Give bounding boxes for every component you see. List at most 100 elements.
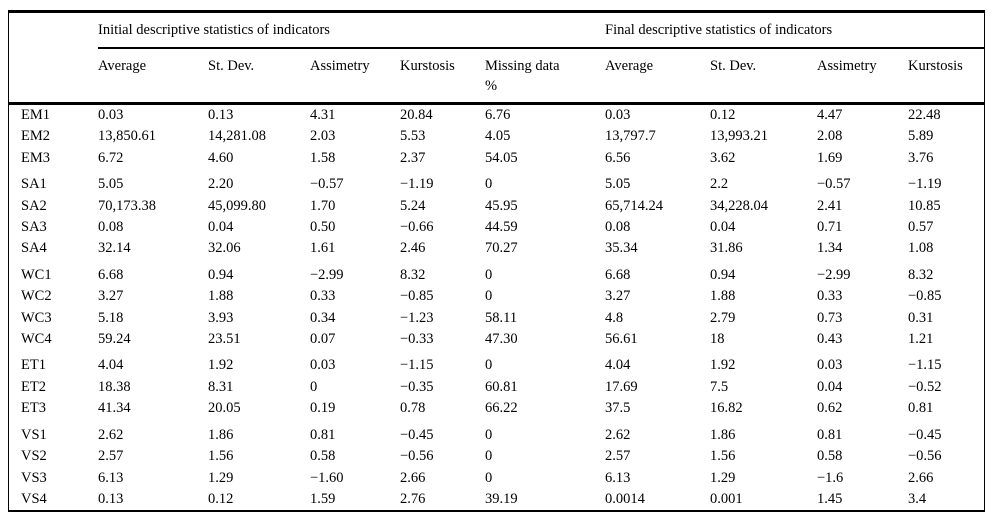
table-cell: 16.82 [710, 400, 743, 417]
table-cell: 0.58 [310, 448, 336, 465]
table-cell: 6.68 [605, 266, 631, 283]
table-cell: 45,099.80 [208, 197, 266, 214]
table-cell: 2.03 [310, 128, 336, 145]
table-cell: 0 [485, 357, 493, 374]
table-cell: 2.57 [98, 448, 124, 465]
table-cell: 3.76 [908, 149, 934, 166]
table-cell: 8.32 [400, 266, 426, 283]
table-cell: 0.0014 [605, 490, 645, 507]
table-cell: 6.68 [98, 266, 124, 283]
table-cell: 2.08 [817, 128, 843, 145]
table-row: VS3 6.13 1.29 −1.60 2.66 0 6.13 1.29 −1.6 2.66 [9, 468, 984, 489]
table-cell: 0 [485, 448, 493, 465]
group-header-row: Initial descriptive statistics of indica… [9, 13, 984, 49]
table-cell: 3.27 [98, 288, 124, 305]
row-label-et1: ET1 [21, 357, 46, 374]
table-cell: 0.08 [98, 219, 124, 236]
table-cell: 0 [485, 469, 493, 486]
table-cell: 4.31 [310, 107, 336, 123]
table-cell: 0.78 [400, 400, 426, 417]
table-cell: −0.85 [908, 288, 942, 305]
table-row: SA3 0.08 0.04 0.50 −0.66 44.59 0.08 0.04 0.71 0.5… [9, 217, 984, 238]
table-row: SA1 5.05 2.20 −0.57 −1.19 0 5.05 2.2 −0.57 −1.19 [9, 169, 984, 195]
table-cell: 6.72 [98, 149, 124, 166]
table-cell: 5.05 [98, 176, 124, 193]
table-cell: 0.50 [310, 219, 336, 236]
table-cell: 47.30 [485, 331, 518, 348]
table-cell: 0.13 [208, 107, 234, 123]
column-header-row: Average St. Dev. Assimetry Kurstosis Mis… [9, 48, 984, 105]
table-cell: 34,228.04 [710, 197, 768, 214]
table-cell: 0.03 [605, 107, 631, 123]
table-row: ET1 4.04 1.92 0.03 −1.15 0 4.04 1.92 0.03 −1.15 [9, 350, 984, 376]
table-cell: 8.31 [208, 378, 234, 395]
table-cell: 0 [310, 378, 318, 395]
col-header-initial-stdev: St. Dev. [208, 48, 310, 105]
row-label-column-header [9, 48, 98, 105]
row-label-em3: EM3 [21, 149, 50, 166]
table-cell: 2.66 [908, 469, 934, 486]
table-cell: 0.73 [817, 309, 843, 326]
table-row: ET2 18.38 8.31 0 −0.35 60.81 17.69 7.5 0.04 −0.52 [9, 377, 984, 398]
table-cell: 0.07 [310, 331, 336, 348]
table-cell: 4.04 [98, 357, 124, 374]
table-cell: 0.33 [817, 288, 843, 305]
table-cell: −1.15 [400, 357, 434, 374]
row-label-column-spacer [9, 13, 98, 48]
table-cell: 1.61 [310, 240, 336, 257]
table-row: EM3 6.72 4.60 1.58 2.37 54.05 6.56 3.62 1.69 3.76 [9, 148, 984, 169]
table-cell: 1.29 [710, 469, 736, 486]
table-row: SA2 70,173.38 45,099.80 1.70 5.24 45.95 65,714… [9, 196, 984, 217]
table-cell: 2.37 [400, 149, 426, 166]
table-row: WC4 59.24 23.51 0.07 −0.33 47.30 56.61 18 0.43 1.… [9, 329, 984, 350]
table-row: EM1 0.03 0.13 4.31 20.84 6.76 0.03 0.12 4.47 22.4… [9, 104, 984, 127]
table-cell: 0.71 [817, 219, 843, 236]
table-cell: 2.62 [98, 426, 124, 443]
table-cell: 0.43 [817, 331, 843, 348]
table-cell: 0.13 [98, 490, 124, 507]
table-cell: 1.86 [710, 426, 736, 443]
table-cell: −0.85 [400, 288, 434, 305]
table-cell: 0.08 [605, 219, 631, 236]
table-cell: 0 [485, 176, 493, 193]
table-cell: 0.03 [98, 107, 124, 123]
row-label-sa1: SA1 [21, 176, 47, 193]
table-cell: 4.47 [817, 107, 843, 123]
table-cell: 2.66 [400, 469, 426, 486]
table-cell: 0.04 [817, 378, 843, 395]
table-cell: 20.84 [400, 107, 433, 123]
table-cell: 1.92 [710, 357, 736, 374]
table-cell: −0.35 [400, 378, 434, 395]
table-cell: 1.56 [710, 448, 736, 465]
table-cell: 35.34 [605, 240, 638, 257]
table-cell: 4.05 [485, 128, 511, 145]
table-cell: 0.03 [310, 357, 336, 374]
table-cell: 0.03 [817, 357, 843, 374]
table-cell: 0 [485, 288, 493, 305]
table-cell: 0.001 [710, 490, 743, 507]
table-cell: 0.12 [208, 490, 234, 507]
table-cell: −0.56 [908, 448, 942, 465]
table-cell: 0.19 [310, 400, 336, 417]
row-label-em2: EM2 [21, 128, 50, 145]
row-label-et2: ET2 [21, 378, 46, 395]
table-cell: 4.60 [208, 149, 234, 166]
table-cell: 5.89 [908, 128, 934, 145]
table-cell: 0 [485, 266, 493, 283]
table-cell: 1.45 [817, 490, 843, 507]
col-header-initial-assimetry: Assimetry [310, 48, 400, 105]
table-cell: −0.45 [400, 426, 434, 443]
table-cell: 20.05 [208, 400, 241, 417]
table-cell: 10.85 [908, 197, 941, 214]
table-cell: 3.62 [710, 149, 736, 166]
col-header-final-kurstosis: Kurstosis [908, 48, 984, 105]
table-cell: −1.15 [908, 357, 942, 374]
table-cell: 2.57 [605, 448, 631, 465]
table-cell: −0.57 [817, 176, 851, 193]
table-cell: 1.29 [208, 469, 234, 486]
table-cell: −0.52 [908, 378, 942, 395]
table-cell: 65,714.24 [605, 197, 663, 214]
row-label-vs1: VS1 [21, 426, 47, 443]
table-cell: 66.22 [485, 400, 518, 417]
table-cell: 6.76 [485, 107, 511, 123]
